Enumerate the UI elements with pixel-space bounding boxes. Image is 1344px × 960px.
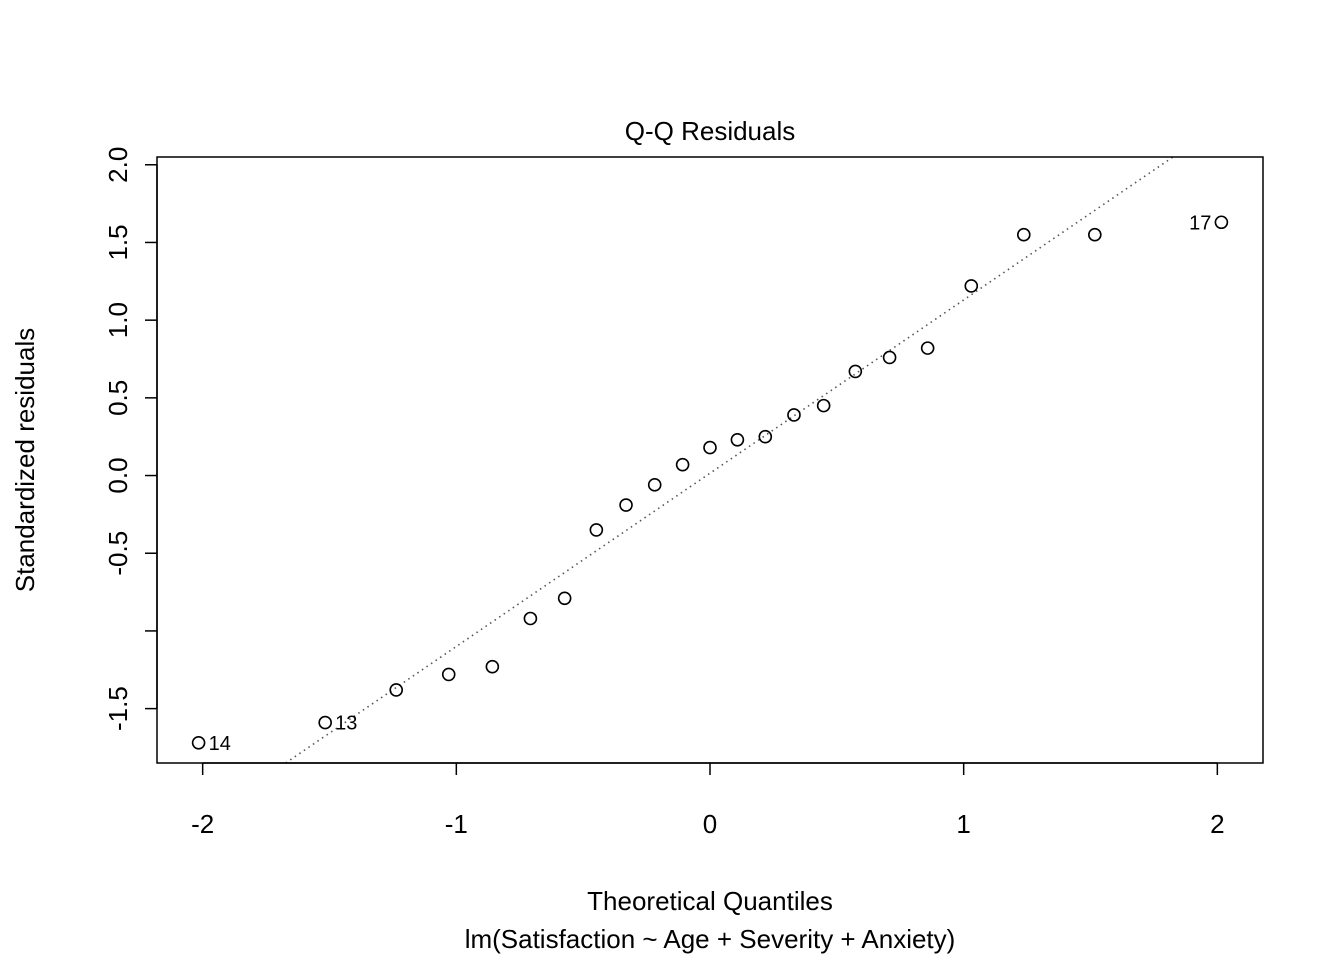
x-tick-label: -1: [445, 809, 468, 839]
data-point: [1214, 215, 1229, 230]
data-point: [557, 591, 572, 606]
qq-reference-line: [285, 156, 1174, 764]
x-tick-label: -2: [191, 809, 214, 839]
data-point: [318, 715, 332, 730]
y-tick-label: 0.0: [103, 457, 133, 493]
y-tick-label: 1.0: [103, 302, 133, 338]
x-tick-label: 2: [1210, 809, 1224, 839]
data-point: [441, 667, 456, 682]
data-point: [703, 440, 717, 455]
data-point: [964, 279, 979, 293]
chart-title: Q-Q Residuals: [625, 116, 796, 146]
y-tick-label: 0.5: [103, 380, 133, 416]
data-point: [485, 659, 500, 674]
data-point: [848, 364, 863, 379]
plot-frame: [156, 156, 1264, 764]
data-point: [389, 683, 404, 697]
x-axis-label: Theoretical Quantiles: [587, 886, 833, 916]
y-axis: -1.5 -0.5 0.0 0.5 1.0 1.5 2.0: [103, 147, 158, 731]
data-point: [647, 478, 662, 492]
point-label: 17: [1189, 212, 1211, 234]
data-point: [882, 350, 897, 365]
x-axis: -2 -1 0 1 2: [191, 762, 1225, 839]
data-points-group: 14 13 17: [191, 212, 1229, 755]
data-point: [1088, 227, 1102, 242]
y-tick-label: 2.0: [103, 147, 133, 183]
data-point: [589, 523, 604, 537]
point-label: 13: [335, 713, 357, 735]
model-formula-label: lm(Satisfaction ~ Age + Severity + Anxie…: [465, 924, 956, 954]
y-tick-label: -0.5: [103, 531, 133, 576]
data-point: [191, 735, 206, 750]
data-point: [523, 611, 538, 626]
y-tick-label: -1.5: [103, 686, 133, 731]
data-point: [787, 408, 801, 422]
y-tick-label: 1.5: [103, 224, 133, 260]
data-point: [816, 398, 831, 413]
data-point: [619, 498, 633, 512]
data-point: [730, 432, 745, 447]
x-tick-label: 0: [703, 809, 717, 839]
x-tick-label: 1: [956, 809, 970, 839]
point-label: 14: [209, 733, 231, 755]
data-point: [920, 341, 935, 355]
y-axis-label: Standardized residuals: [10, 328, 40, 593]
reference-line-group: [285, 156, 1174, 764]
data-point: [1016, 227, 1031, 242]
data-point: [675, 457, 690, 472]
data-point: [758, 429, 773, 444]
